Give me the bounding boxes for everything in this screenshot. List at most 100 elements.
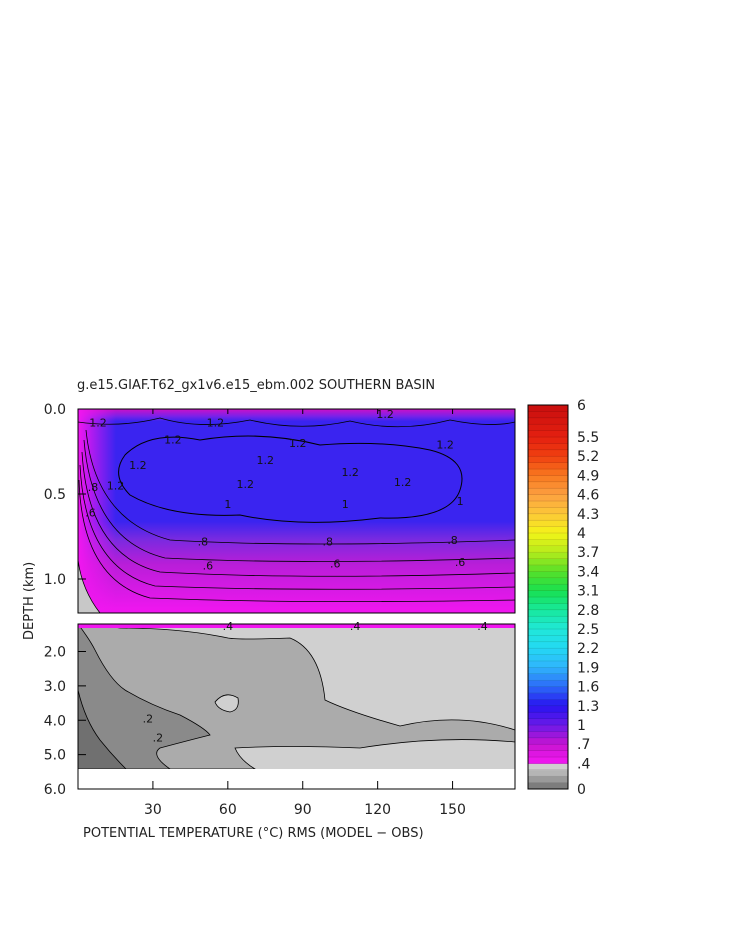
contour-labels: 1.2 1.21.21.2 1.2 1.21.2 1.21.21.21.21.21 1 1.… xyxy=(85,408,488,744)
colorbar-tick-label: 3.1 xyxy=(577,584,599,600)
colorbar-tick-label: 3.7 xyxy=(577,545,599,561)
y-tick-label: 4.0 xyxy=(44,713,66,729)
colorbar-tick-label: .7 xyxy=(577,737,590,753)
colorbar-swatch xyxy=(528,757,568,764)
colorbar-swatch xyxy=(528,437,568,444)
contour-line-1 xyxy=(85,429,515,545)
upper-panel-frame xyxy=(77,408,516,614)
x-tick-label: 120 xyxy=(364,802,391,818)
x-axis: 30 60 90 120 150 xyxy=(144,409,466,818)
colorbar-swatch xyxy=(528,513,568,521)
colorbar-swatch xyxy=(528,411,568,419)
chart-title: g.e15.GIAF.T62_gx1v6.e15_ebm.002 SOUTHER… xyxy=(77,378,435,393)
core-contour-1.2 xyxy=(118,435,463,523)
colorbar-labels: 6 5.5 5.2 4.9 4.6 4.3 4 3.7 3.4 3.1 2.8 2.5 2.2 1.9 1.… xyxy=(577,398,599,798)
contour-label: .8 xyxy=(322,536,333,549)
colorbar-tick-label: 5.5 xyxy=(577,430,599,446)
colorbar-swatch xyxy=(528,526,568,534)
y-axis-label: DEPTH (km) xyxy=(22,562,37,640)
contour-label: 1.2 xyxy=(237,478,255,491)
contour-label: 1.2 xyxy=(394,476,412,489)
lower-panel-pink-band xyxy=(78,624,515,628)
contour-label: 1.2 xyxy=(341,466,359,479)
y-tick-label: 6.0 xyxy=(44,782,66,798)
colorbar-swatch xyxy=(528,603,568,611)
colorbar-swatch xyxy=(528,718,568,726)
colorbar-swatch xyxy=(528,667,568,675)
colorbar-tick-label: 1.9 xyxy=(577,660,599,676)
lower-darkest-region xyxy=(78,689,127,770)
upper-gray-corner xyxy=(78,559,101,613)
colorbar-swatch xyxy=(528,405,568,412)
y-tick-label: 0.0 xyxy=(44,402,66,418)
contour-label: 1 xyxy=(457,495,464,508)
colorbar-swatch xyxy=(528,731,568,739)
colorbar-swatch xyxy=(528,712,568,719)
contour-label: .8 xyxy=(198,536,209,549)
colorbar-swatch xyxy=(528,597,568,604)
contour-line-3 xyxy=(81,451,515,577)
surface-contour xyxy=(78,417,515,428)
contour-label: 1.2 xyxy=(207,417,225,430)
contour-label: 1.2 xyxy=(436,439,454,452)
lower-panel-frame xyxy=(77,623,516,790)
colorbar-swatch xyxy=(528,744,568,751)
colorbar-swatch xyxy=(528,577,568,585)
y-tick-label: 5.0 xyxy=(44,748,66,764)
colorbar-swatch xyxy=(528,590,568,598)
contour-label: .4 xyxy=(477,620,488,633)
contour-line-4 xyxy=(79,464,515,590)
colorbar-swatch xyxy=(528,520,568,527)
colorbar-swatch xyxy=(528,661,568,668)
x-axis-label: POTENTIAL TEMPERATURE (°C) RMS (MODEL − … xyxy=(83,826,424,841)
colorbar-swatch xyxy=(528,769,568,777)
y-tick-label: 0.5 xyxy=(44,487,66,503)
colorbar-swatch xyxy=(528,609,568,617)
colorbar-swatch xyxy=(528,417,568,425)
colorbar-swatch xyxy=(528,545,568,553)
colorbar-swatch xyxy=(528,763,568,771)
colorbar-swatch xyxy=(528,462,568,470)
contour-label: 1.2 xyxy=(257,454,275,467)
colorbar-swatch xyxy=(528,449,568,457)
contour-label: .8 xyxy=(447,534,458,547)
x-tick-label: 60 xyxy=(219,802,237,818)
colorbar-swatch xyxy=(528,776,568,783)
colorbar-swatch xyxy=(528,782,568,790)
colorbar-swatch xyxy=(528,654,568,662)
colorbar-swatch xyxy=(528,699,568,707)
colorbar-tick-label: 1.6 xyxy=(577,680,599,696)
colorbar-tick-label: .4 xyxy=(577,756,590,772)
contour-label: 1.2 xyxy=(164,434,182,447)
colorbar-tick-label: 1 xyxy=(577,718,586,734)
colorbar-tick-label: 0 xyxy=(577,782,586,798)
x-tick-label: 30 xyxy=(144,802,162,818)
upper-panel-left-boundary xyxy=(78,409,116,613)
contour-label: 1 xyxy=(224,498,231,511)
colorbar-tick-label: 6 xyxy=(577,398,586,414)
lower-panel xyxy=(78,624,515,789)
colorbar-tick-label: 2.8 xyxy=(577,603,599,619)
colorbar-swatch xyxy=(528,584,568,591)
colorbar-tick-label: 4.6 xyxy=(577,488,599,504)
colorbar-frame xyxy=(527,404,569,790)
contour-label: .8 xyxy=(88,481,99,494)
colorbar-swatch xyxy=(528,443,568,451)
contour-label: .6 xyxy=(330,558,341,571)
contour-line-5 xyxy=(78,479,515,602)
colorbar-tick-label: 4.9 xyxy=(577,468,599,484)
colorbar-swatch xyxy=(528,494,568,502)
contour-label: 1.2 xyxy=(289,437,307,450)
colorbar-swatch xyxy=(528,488,568,495)
colorbar-swatch xyxy=(528,693,568,700)
upper-panel-field xyxy=(78,409,515,613)
colorbar-swatch xyxy=(528,737,568,745)
colorbar-swatch xyxy=(528,725,568,732)
contour-label: .4 xyxy=(350,620,361,633)
y-tick-label: 3.0 xyxy=(44,679,66,695)
colorbar-swatch xyxy=(528,456,568,463)
lower-dark-region xyxy=(78,624,211,770)
colorbar-tick-label: 4.3 xyxy=(577,507,599,523)
colorbar-swatch xyxy=(528,507,568,515)
